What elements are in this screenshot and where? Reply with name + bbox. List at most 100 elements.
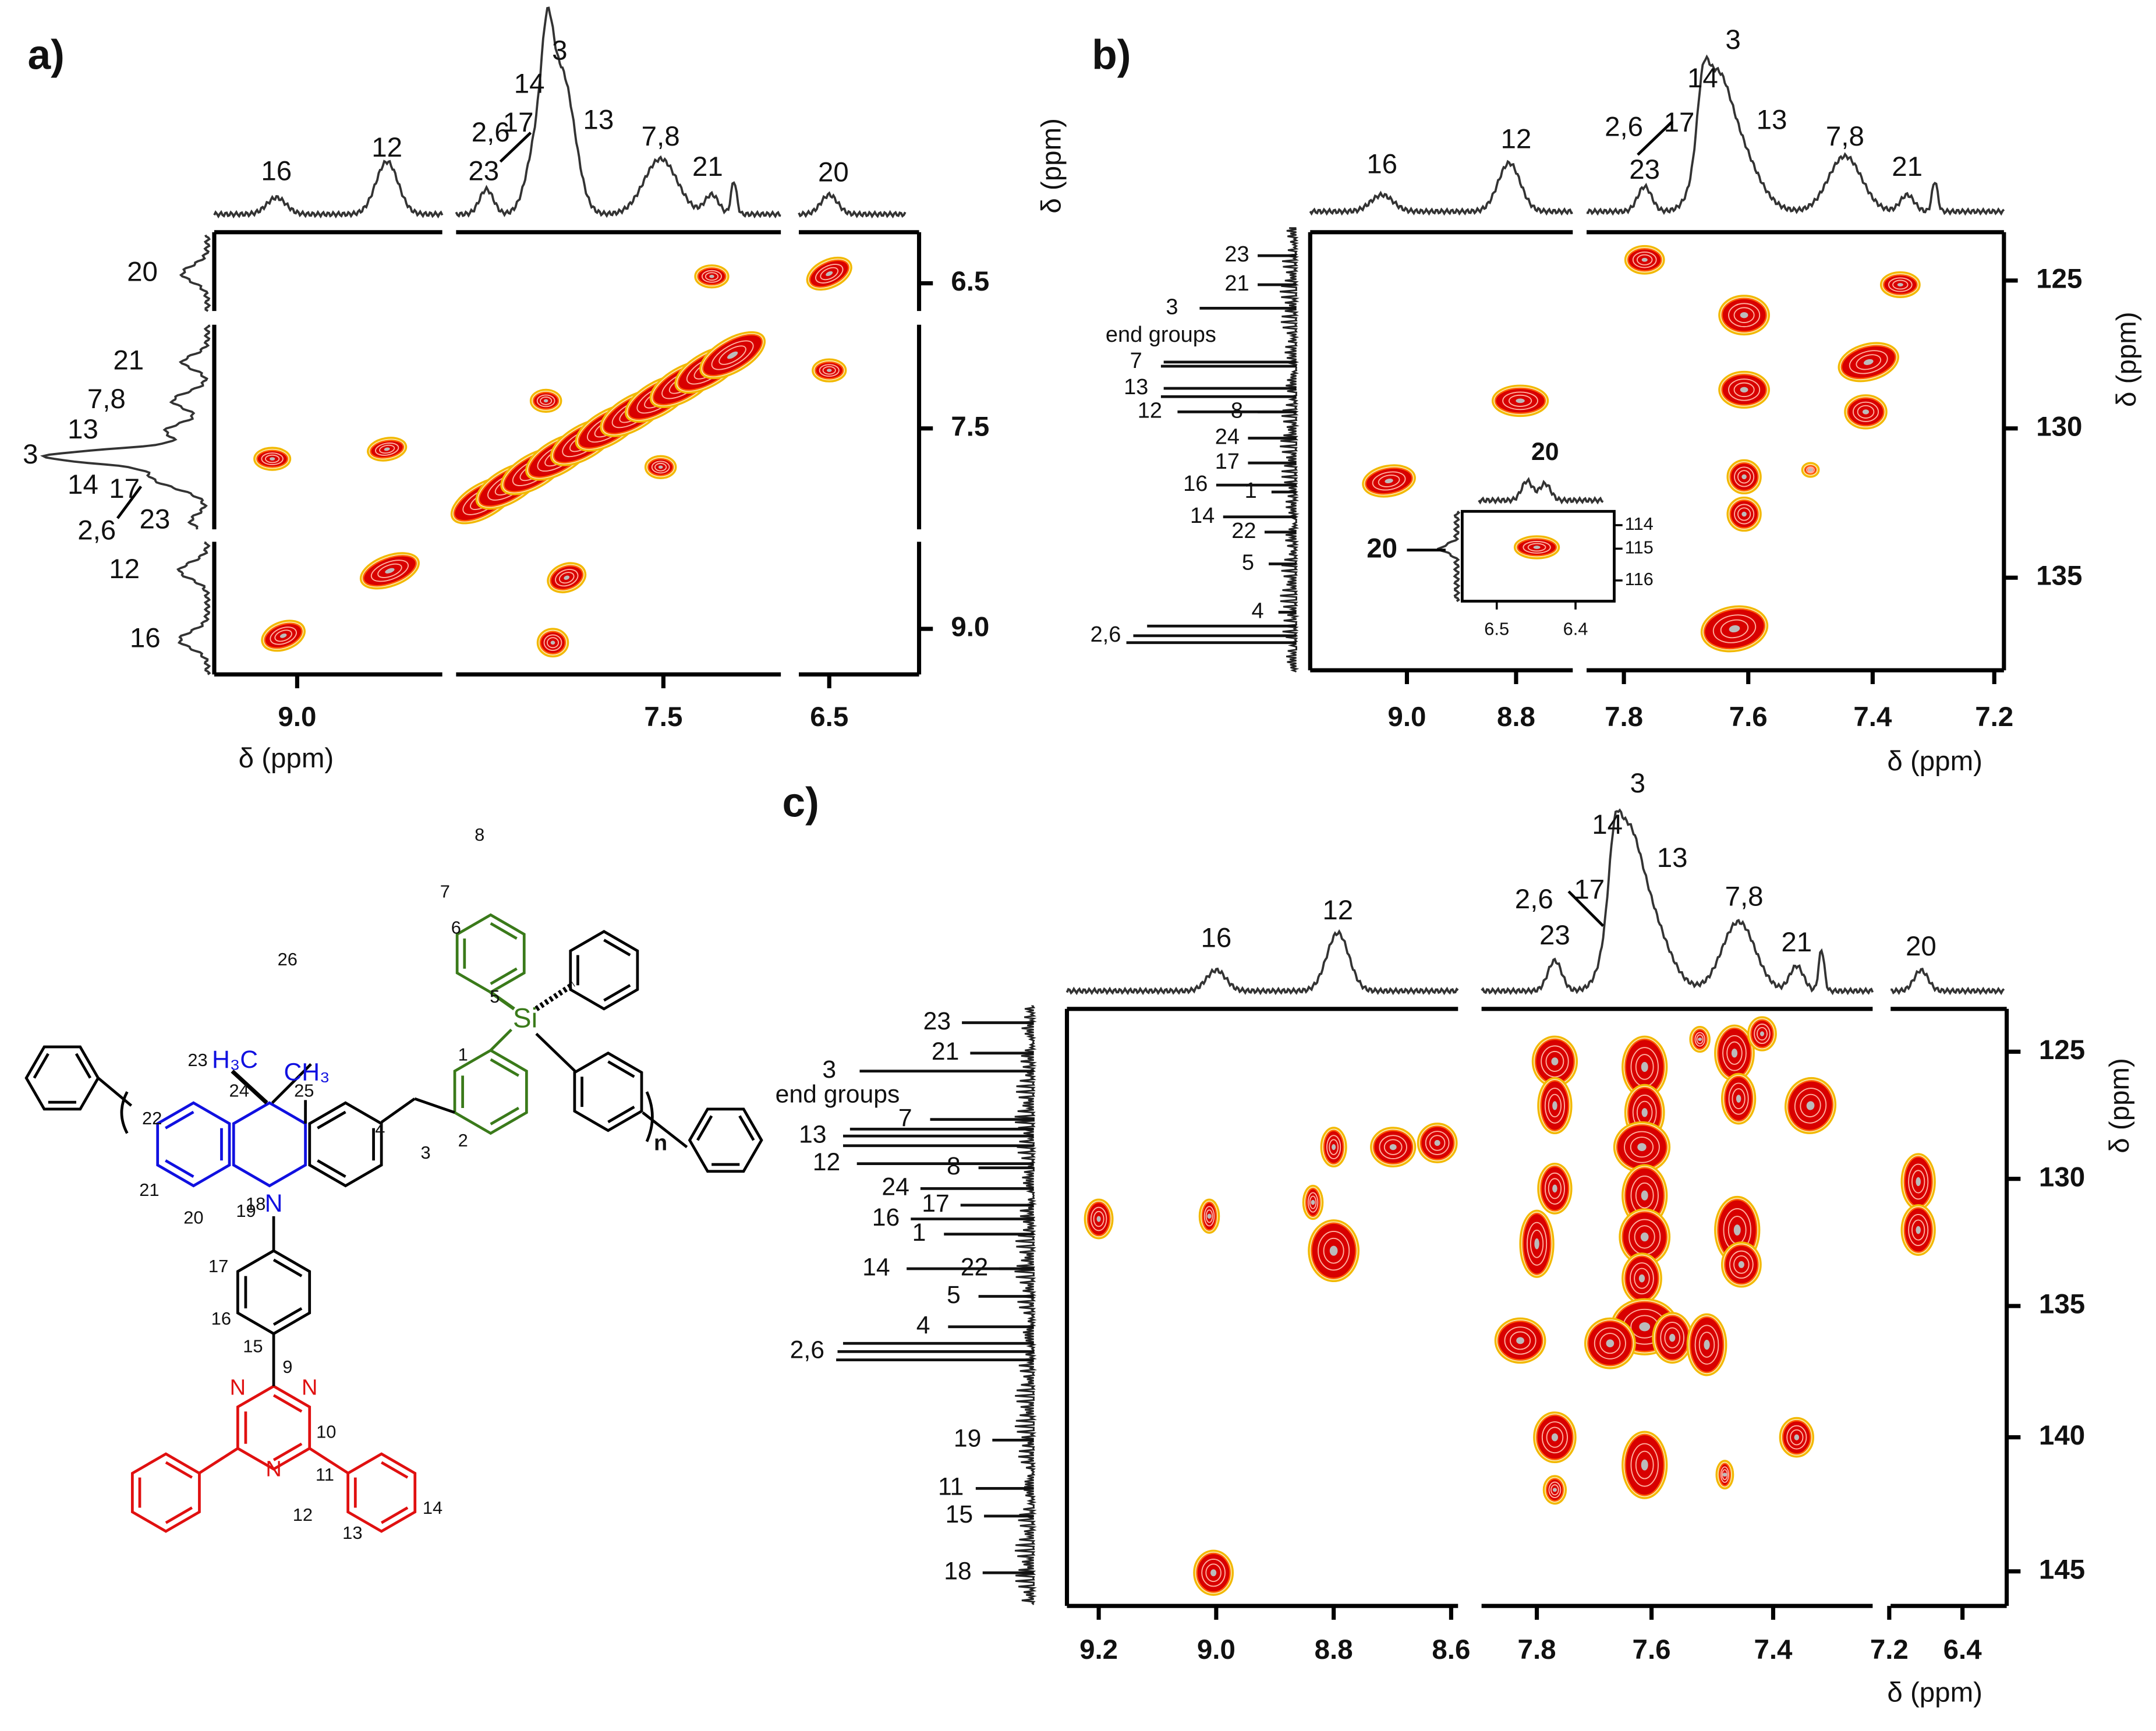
double-bond xyxy=(75,1053,92,1079)
contour-ring xyxy=(1599,1333,1621,1354)
contour-ring xyxy=(1379,1135,1407,1160)
x-tick-label: 6.5 xyxy=(810,702,848,732)
contour-ring xyxy=(1541,1421,1568,1454)
contour-ring xyxy=(1807,467,1814,473)
atom-number: 19 xyxy=(236,1201,256,1221)
atom-number: 12 xyxy=(293,1505,313,1525)
contour-ring xyxy=(1624,1131,1660,1163)
label: 11 xyxy=(938,1473,964,1501)
label: 23 xyxy=(923,1007,951,1035)
y-tick-label: 130 xyxy=(2039,1162,2085,1192)
atom-number: 21 xyxy=(139,1180,159,1200)
contour-ring xyxy=(1638,1274,1645,1283)
label: 14 xyxy=(1687,63,1718,94)
contour-ring xyxy=(1908,1163,1929,1200)
projection-spectrum xyxy=(1065,929,1459,996)
contour-ring xyxy=(1634,1225,1655,1249)
panel-label: a) xyxy=(28,33,65,79)
atom-number: 11 xyxy=(316,1464,334,1485)
contour-ring xyxy=(1800,1093,1821,1118)
contour-ring xyxy=(1530,1229,1544,1258)
ring xyxy=(688,1107,763,1173)
contour-ring xyxy=(1516,1337,1524,1344)
contour-ring xyxy=(1911,1219,1925,1241)
contour-ring xyxy=(1526,1222,1548,1266)
contour-ring xyxy=(1729,1250,1754,1279)
projection-spectrum xyxy=(455,6,781,219)
contour-ring xyxy=(1694,1032,1705,1047)
double-bond xyxy=(738,1115,755,1141)
contour-ring xyxy=(1502,391,1538,410)
y-tick-label: 135 xyxy=(2036,561,2082,592)
inset-tick-label: 116 xyxy=(1625,569,1654,589)
contour-ring xyxy=(1849,350,1888,374)
x-tick-label: 7.2 xyxy=(1975,702,2013,732)
y-tick-label: 130 xyxy=(2036,411,2082,442)
contour-ring xyxy=(1808,468,1813,472)
contour-ring xyxy=(1734,504,1755,525)
repeat-unit: n xyxy=(654,1131,667,1155)
label: 3 xyxy=(1166,295,1178,319)
label: 14 xyxy=(514,69,545,100)
label: 16 xyxy=(872,1203,900,1231)
double-bond xyxy=(696,1115,713,1141)
label: 17 xyxy=(1664,107,1695,138)
x-tick-label: 7.5 xyxy=(644,702,682,732)
contour-ring xyxy=(1738,1261,1744,1268)
contour-ring xyxy=(1318,1230,1350,1271)
contour-ring xyxy=(820,267,839,281)
contour-ring xyxy=(1694,1325,1719,1365)
contour-ring xyxy=(819,364,840,377)
contour-ring xyxy=(1594,1327,1626,1360)
atom-number: 17 xyxy=(208,1256,228,1276)
nitrogen: N xyxy=(230,1376,246,1400)
atom-number: 2 xyxy=(458,1130,468,1151)
label: 16 xyxy=(130,623,161,654)
projection-spectrum xyxy=(40,324,211,530)
contour-ring xyxy=(1756,1026,1768,1041)
x-tick-label: 7.2 xyxy=(1870,1634,1909,1665)
contour-ring xyxy=(1640,1232,1649,1242)
contour-ring xyxy=(1729,625,1740,633)
atom-number: 22 xyxy=(142,1108,162,1128)
contour-ring xyxy=(1551,1433,1558,1442)
contour-ring xyxy=(1635,1054,1654,1080)
contour-ring xyxy=(1728,303,1761,328)
contour-ring xyxy=(1908,1214,1929,1247)
contour-ring xyxy=(1508,394,1532,407)
atom-number: 6 xyxy=(451,917,461,937)
x-tick-label: 7.6 xyxy=(1729,702,1768,732)
contour-ring xyxy=(1637,1143,1647,1151)
contour-ring xyxy=(1741,511,1747,517)
label: 3 xyxy=(1725,24,1740,55)
label: 14 xyxy=(1592,809,1623,840)
contour-ring xyxy=(1636,254,1653,266)
contour-ring xyxy=(1741,474,1747,480)
nitrogen: N xyxy=(265,1457,281,1482)
label: 14 xyxy=(1190,504,1215,528)
x-tick-label: 9.0 xyxy=(278,702,316,732)
contour-ring xyxy=(826,369,832,372)
contour-ring xyxy=(1805,466,1815,473)
contour-ring xyxy=(1093,1210,1104,1227)
y-tick-label: 9.0 xyxy=(951,612,989,643)
contour-ring xyxy=(1550,1484,1559,1496)
contour-ring xyxy=(1856,354,1882,370)
contour-ring xyxy=(385,568,395,574)
contour-ring xyxy=(1733,1224,1741,1236)
bond xyxy=(97,1077,133,1107)
contour-ring xyxy=(1698,1037,1702,1041)
contour-ring xyxy=(546,637,560,649)
contour-ring xyxy=(1863,359,1874,365)
ring xyxy=(308,1101,383,1188)
projection-spectrum xyxy=(213,160,444,219)
projection-spectrum xyxy=(176,541,211,675)
contour-ring xyxy=(1916,1177,1921,1187)
label: 19 xyxy=(954,1425,982,1453)
contour-ring xyxy=(1790,1429,1804,1446)
contour-ring xyxy=(1311,1199,1315,1205)
label: 13 xyxy=(583,104,614,135)
hashed-bond xyxy=(534,982,575,1011)
contour-ring xyxy=(1897,282,1903,286)
bond xyxy=(380,1098,416,1124)
